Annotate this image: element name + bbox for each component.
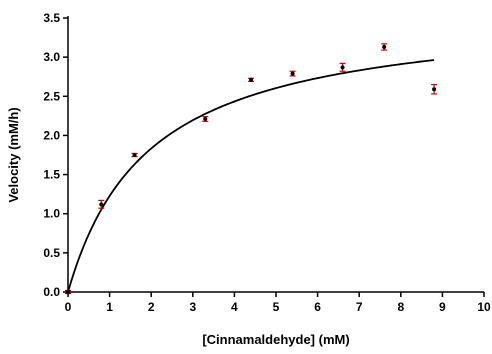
data-point (431, 83, 438, 95)
point-marker (249, 77, 254, 82)
data-point (131, 152, 138, 158)
data-point (248, 77, 255, 83)
y-tick-label: 1.0 (43, 207, 60, 221)
axes (67, 16, 484, 293)
point-marker (203, 116, 208, 121)
point-marker (99, 202, 104, 207)
x-tick-label: 8 (397, 300, 404, 314)
fit-curve (67, 59, 435, 293)
x-tick-label: 6 (314, 300, 321, 314)
x-tick-label: 4 (231, 300, 238, 314)
data-point (98, 199, 105, 209)
x-tick-label: 9 (439, 300, 446, 314)
data-point (381, 43, 388, 51)
ticks: 0 1 2 3 4 5 6 7 8 9 10 0.0 0.5 1.0 1.5 2.0 2.5 3.0 3.5 (43, 11, 491, 314)
data-point (65, 289, 71, 295)
data-point (289, 70, 296, 77)
y-tick-label: 2.5 (43, 89, 60, 103)
y-tick-label: 1.5 (43, 168, 60, 182)
x-tick-label: 1 (106, 300, 113, 314)
point-marker (432, 87, 437, 92)
x-tick-label: 7 (356, 300, 363, 314)
point-marker (132, 153, 137, 157)
x-tick-label: 5 (273, 300, 280, 314)
y-tick-label: 3.0 (43, 50, 60, 64)
y-tick-label: 2.0 (43, 128, 60, 142)
y-tick-label: 0.5 (43, 246, 60, 260)
y-axis-title: Velocity (mM/h) (6, 107, 21, 202)
x-tick-label: 3 (189, 300, 196, 314)
data-point (202, 116, 209, 122)
point-marker (340, 65, 345, 70)
x-tick-label: 2 (148, 300, 155, 314)
x-tick-label: 10 (477, 300, 491, 314)
data-points (65, 43, 438, 295)
point-marker (382, 44, 387, 49)
y-tick-label: 0.0 (43, 285, 60, 299)
point-marker (290, 71, 295, 76)
y-tick-label: 3.5 (43, 11, 60, 25)
data-point (339, 62, 346, 72)
point-marker (66, 290, 70, 294)
x-tick-label: 0 (65, 300, 72, 314)
x-axis-title: [Cinnamaldehyde] (mM) (202, 332, 349, 347)
